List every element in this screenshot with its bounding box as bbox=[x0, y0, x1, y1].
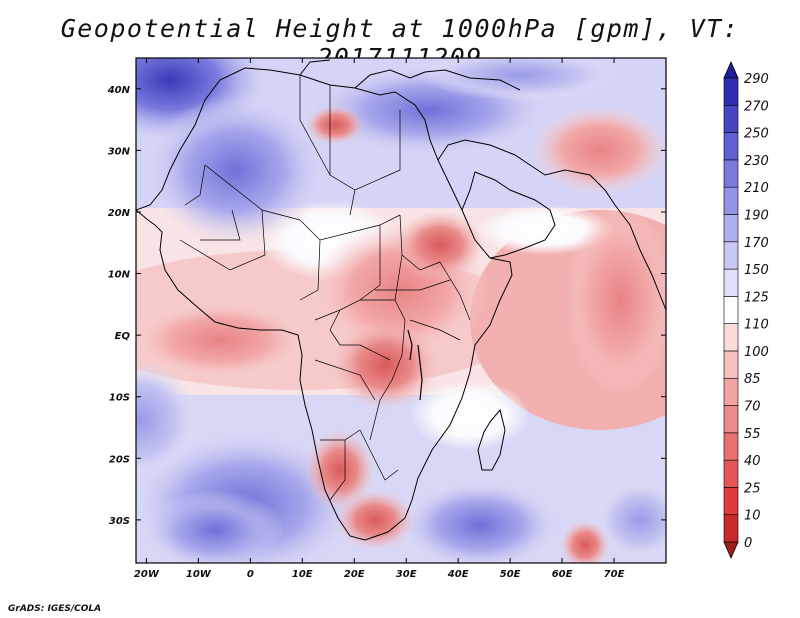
rift-lakes bbox=[407, 329, 423, 401]
colorbar-level-label: 290 bbox=[744, 72, 769, 87]
y-tick-label: 30S bbox=[109, 516, 130, 527]
colorbar-over-triangle bbox=[723, 61, 739, 79]
y-tick-label: 40N bbox=[107, 85, 131, 96]
x-tick-label: 40E bbox=[447, 569, 469, 580]
colorbar-level-label: 230 bbox=[744, 154, 769, 169]
plot-frame bbox=[135, 57, 667, 564]
colorbar-level-label: 150 bbox=[744, 263, 769, 278]
asia-coastline bbox=[437, 139, 666, 311]
y-tick-label: 10N bbox=[108, 270, 131, 281]
colorbar-level-label: 70 bbox=[744, 400, 761, 415]
colorbar-segment bbox=[723, 377, 739, 406]
colorbar-segment bbox=[723, 241, 739, 270]
colorbar-level-label: 55 bbox=[744, 427, 761, 442]
colorbar: 0 10 25 40 55 70 85 100 110 125 150 170 190 210 230 250… bbox=[723, 61, 769, 559]
y-tick-label: 20S bbox=[109, 454, 130, 465]
colorbar-segment bbox=[723, 296, 739, 324]
arabia-coastline bbox=[461, 171, 556, 259]
colorbar-segment bbox=[723, 514, 739, 543]
credit-text: GrADS: IGES/COLA bbox=[8, 604, 102, 614]
colorbar-segment bbox=[723, 323, 739, 352]
country-border-lines bbox=[179, 75, 471, 501]
madagascar-outline bbox=[477, 408, 506, 471]
x-tick-label: 10E bbox=[292, 569, 313, 580]
colorbar-level-label: 190 bbox=[744, 208, 769, 223]
colorbar-level-label: 40 bbox=[744, 454, 761, 469]
colorbar-level-label: 250 bbox=[744, 127, 769, 142]
x-tick-label: 20W bbox=[134, 569, 160, 580]
colorbar-segment bbox=[723, 459, 739, 488]
colorbar-segment bbox=[723, 159, 739, 188]
colorbar-segment bbox=[723, 186, 739, 215]
x-tick-label: 50E bbox=[500, 569, 521, 580]
colorbar-segment bbox=[723, 487, 739, 516]
y-tick-label: 20N bbox=[108, 208, 131, 219]
colorbar-level-label: 0 bbox=[744, 536, 752, 551]
colorbar-level-label: 170 bbox=[744, 236, 769, 251]
colorbar-segment bbox=[723, 214, 739, 243]
x-axis: 20W 10W 0 10E 20E 30E 40E 50E 60E 70E bbox=[134, 58, 625, 580]
colorbar-level-label: 110 bbox=[744, 318, 769, 333]
x-tick-label: 0 bbox=[247, 569, 254, 580]
colorbar-segment bbox=[723, 268, 739, 297]
colorbar-level-label: 85 bbox=[744, 372, 761, 387]
x-tick-label: 20E bbox=[344, 569, 365, 580]
colorbar-level-label: 100 bbox=[744, 345, 769, 360]
y-axis: 40N 30N 20N 10N EQ 10S 20S 30S bbox=[107, 85, 666, 527]
y-tick-label: 30N bbox=[108, 146, 131, 157]
africa-coastline bbox=[136, 67, 513, 541]
colorbar-segment bbox=[723, 104, 739, 133]
colorbar-level-label: 10 bbox=[744, 509, 761, 524]
x-tick-label: 30E bbox=[396, 569, 417, 580]
colorbar-level-label: 25 bbox=[744, 481, 761, 496]
colorbar-segment bbox=[723, 132, 739, 161]
x-tick-label: 70E bbox=[604, 569, 625, 580]
colorbar-level-label: 210 bbox=[744, 181, 769, 196]
colorbar-segment bbox=[723, 432, 739, 461]
colorbar-segment bbox=[723, 405, 739, 434]
x-tick-label: 60E bbox=[552, 569, 573, 580]
colorbar-level-label: 125 bbox=[744, 290, 769, 305]
y-tick-label: 10S bbox=[109, 393, 130, 404]
x-tick-label: 10W bbox=[186, 569, 212, 580]
colorbar-under-triangle bbox=[723, 541, 739, 559]
colorbar-level-label: 270 bbox=[744, 99, 769, 114]
colorbar-segment bbox=[723, 77, 739, 106]
height-field bbox=[136, 58, 666, 563]
southern-europe-coastline bbox=[299, 59, 521, 91]
country-borders bbox=[179, 75, 471, 501]
y-tick-label: EQ bbox=[115, 331, 131, 342]
coastlines bbox=[136, 59, 666, 541]
colorbar-segment bbox=[723, 350, 739, 379]
